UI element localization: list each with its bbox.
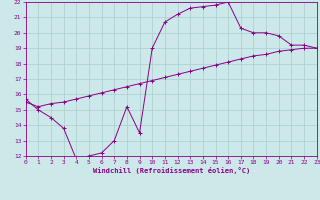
X-axis label: Windchill (Refroidissement éolien,°C): Windchill (Refroidissement éolien,°C) [92,167,250,174]
